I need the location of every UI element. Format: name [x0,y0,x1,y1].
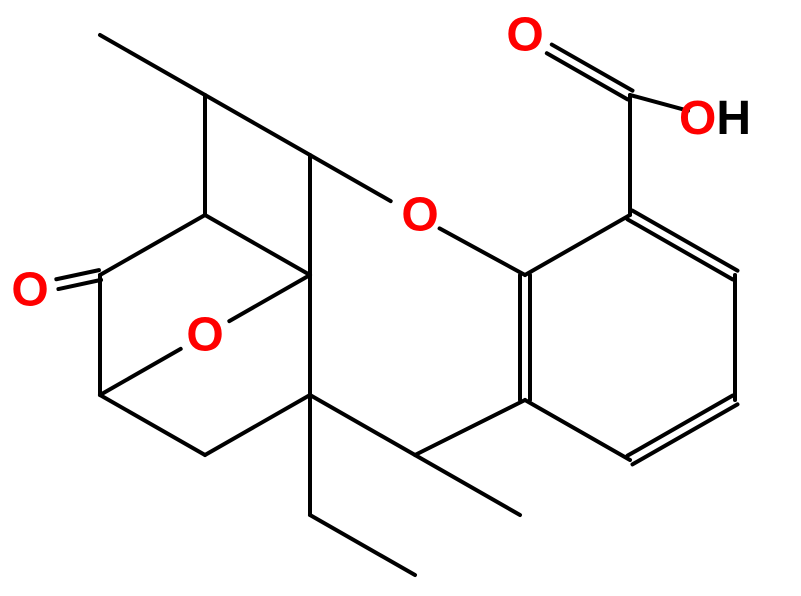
atom-label-o: O [506,9,543,62]
atom-label-o: O [401,189,438,242]
atom-label-o: O [186,309,223,362]
background [0,0,801,596]
atom-label-o: O [11,264,48,317]
molecule-canvas: O O O O OH [0,0,801,596]
atom-label-oh: OH [679,92,751,145]
